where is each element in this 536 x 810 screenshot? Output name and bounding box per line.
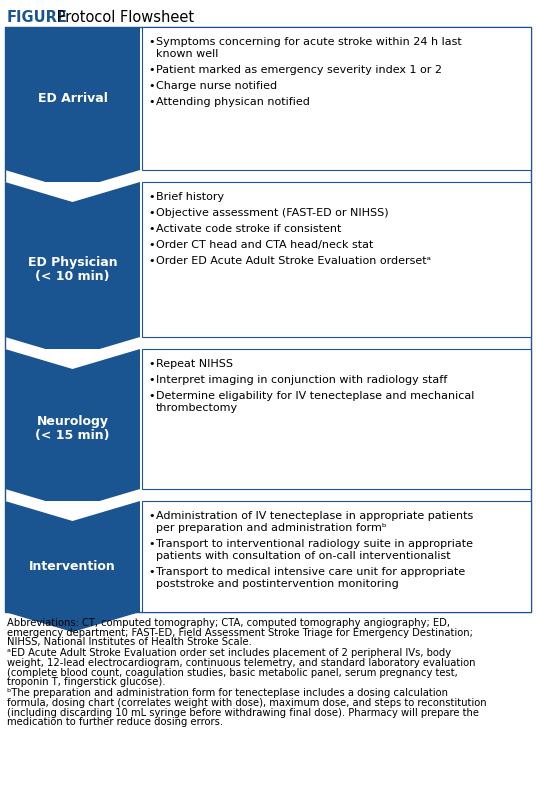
Text: (complete blood count, coagulation studies, basic metabolic panel, serum pregnan: (complete blood count, coagulation studi… bbox=[7, 667, 458, 677]
Text: (including discarding 10 mL syringe before withdrawing final dose). Pharmacy wil: (including discarding 10 mL syringe befo… bbox=[7, 707, 479, 718]
Text: (< 15 min): (< 15 min) bbox=[35, 429, 110, 442]
Text: •: • bbox=[148, 192, 154, 202]
Text: Abbreviations: CT, computed tomography; CTA, computed tomography angiography; ED: Abbreviations: CT, computed tomography; … bbox=[7, 618, 450, 628]
FancyBboxPatch shape bbox=[142, 349, 531, 489]
FancyBboxPatch shape bbox=[5, 27, 531, 612]
Text: •: • bbox=[148, 391, 154, 401]
Text: thrombectomy: thrombectomy bbox=[156, 403, 238, 413]
Text: medication to further reduce dosing errors.: medication to further reduce dosing erro… bbox=[7, 717, 223, 727]
Text: per preparation and administration formᵇ: per preparation and administration formᵇ bbox=[156, 523, 386, 533]
Text: Determine eligability for IV tenecteplase and mechanical: Determine eligability for IV tenecteplas… bbox=[156, 391, 474, 401]
Text: poststroke and postintervention monitoring: poststroke and postintervention monitori… bbox=[156, 579, 399, 589]
Text: emergency department; FAST-ED, Field Assessment Stroke Triage for Emergency Dest: emergency department; FAST-ED, Field Ass… bbox=[7, 628, 473, 637]
Text: •: • bbox=[148, 81, 154, 91]
Text: Order ED Acute Adult Stroke Evaluation ordersetᵃ: Order ED Acute Adult Stroke Evaluation o… bbox=[156, 256, 431, 266]
Polygon shape bbox=[5, 501, 140, 632]
Text: Order CT head and CTA head/neck stat: Order CT head and CTA head/neck stat bbox=[156, 240, 374, 250]
Text: ᵇThe preparation and administration form for tenecteplase includes a dosing calc: ᵇThe preparation and administration form… bbox=[7, 688, 448, 698]
Text: troponin T, fingerstick glucose).: troponin T, fingerstick glucose). bbox=[7, 677, 166, 687]
Text: •: • bbox=[148, 539, 154, 549]
Text: (< 10 min): (< 10 min) bbox=[35, 270, 110, 283]
Text: known well: known well bbox=[156, 49, 218, 59]
Text: Brief history: Brief history bbox=[156, 192, 224, 202]
FancyBboxPatch shape bbox=[142, 27, 531, 170]
Text: Transport to interventional radiology suite in appropriate: Transport to interventional radiology su… bbox=[156, 539, 473, 549]
Text: •: • bbox=[148, 375, 154, 385]
Polygon shape bbox=[5, 182, 140, 357]
Text: Administration of IV tenecteplase in appropriate patients: Administration of IV tenecteplase in app… bbox=[156, 511, 473, 521]
Text: ED Physician: ED Physician bbox=[28, 256, 117, 269]
Text: Patient marked as emergency severity index 1 or 2: Patient marked as emergency severity ind… bbox=[156, 65, 442, 75]
Polygon shape bbox=[5, 349, 140, 509]
Text: •: • bbox=[148, 37, 154, 47]
Text: •: • bbox=[148, 511, 154, 521]
Text: Neurology: Neurology bbox=[36, 416, 108, 428]
Text: •: • bbox=[148, 240, 154, 250]
Text: •: • bbox=[148, 224, 154, 234]
FancyBboxPatch shape bbox=[142, 501, 531, 612]
Text: Activate code stroke if consistent: Activate code stroke if consistent bbox=[156, 224, 341, 234]
Text: ᵃED Acute Adult Stroke Evaluation order set includes placement of 2 peripheral I: ᵃED Acute Adult Stroke Evaluation order … bbox=[7, 649, 451, 659]
Text: •: • bbox=[148, 97, 154, 107]
Polygon shape bbox=[5, 349, 140, 369]
Text: NIHSS, National Institutes of Health Stroke Scale.: NIHSS, National Institutes of Health Str… bbox=[7, 637, 252, 647]
Text: Intervention: Intervention bbox=[29, 560, 116, 573]
Text: Transport to medical intensive care unit for appropriate: Transport to medical intensive care unit… bbox=[156, 567, 465, 577]
Text: Interpret imaging in conjunction with radiology staff: Interpret imaging in conjunction with ra… bbox=[156, 375, 447, 385]
Text: Protocol Flowsheet: Protocol Flowsheet bbox=[52, 10, 194, 25]
Text: •: • bbox=[148, 65, 154, 75]
Text: •: • bbox=[148, 256, 154, 266]
Text: FIGURE: FIGURE bbox=[7, 10, 68, 25]
Text: •: • bbox=[148, 359, 154, 369]
Text: weight, 12-lead electrocardiogram, continuous telemetry, and standard laboratory: weight, 12-lead electrocardiogram, conti… bbox=[7, 658, 475, 668]
Text: patients with consultation of on-call interventionalist: patients with consultation of on-call in… bbox=[156, 551, 451, 561]
Text: formula, dosing chart (correlates weight with dose), maximum dose, and steps to : formula, dosing chart (correlates weight… bbox=[7, 698, 487, 708]
Polygon shape bbox=[5, 182, 140, 202]
Text: Objective assessment (FAST-ED or NIHSS): Objective assessment (FAST-ED or NIHSS) bbox=[156, 208, 389, 218]
Text: Repeat NIHSS: Repeat NIHSS bbox=[156, 359, 233, 369]
Text: ED Arrival: ED Arrival bbox=[38, 92, 107, 105]
Polygon shape bbox=[5, 27, 140, 190]
Text: Charge nurse notified: Charge nurse notified bbox=[156, 81, 277, 91]
Text: •: • bbox=[148, 567, 154, 577]
Text: Symptoms concerning for acute stroke within 24 h last: Symptoms concerning for acute stroke wit… bbox=[156, 37, 461, 47]
Polygon shape bbox=[5, 501, 140, 521]
FancyBboxPatch shape bbox=[142, 182, 531, 337]
Text: Attending physican notified: Attending physican notified bbox=[156, 97, 310, 107]
Text: •: • bbox=[148, 208, 154, 218]
